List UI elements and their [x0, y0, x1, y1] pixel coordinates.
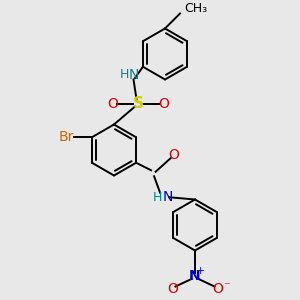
Text: +: +: [196, 266, 205, 277]
Text: N: N: [189, 269, 201, 283]
Text: O: O: [158, 97, 169, 110]
Text: O: O: [212, 282, 223, 296]
Text: N: N: [162, 190, 173, 204]
Text: Br: Br: [59, 130, 74, 144]
Text: H: H: [152, 191, 162, 204]
Text: ⁻: ⁻: [223, 280, 230, 293]
Text: O: O: [168, 148, 179, 162]
Text: O: O: [167, 282, 178, 296]
Text: N: N: [128, 68, 139, 82]
Text: O: O: [107, 97, 118, 110]
Text: H: H: [120, 68, 129, 82]
Text: S: S: [133, 96, 143, 111]
Text: CH₃: CH₃: [184, 2, 208, 16]
